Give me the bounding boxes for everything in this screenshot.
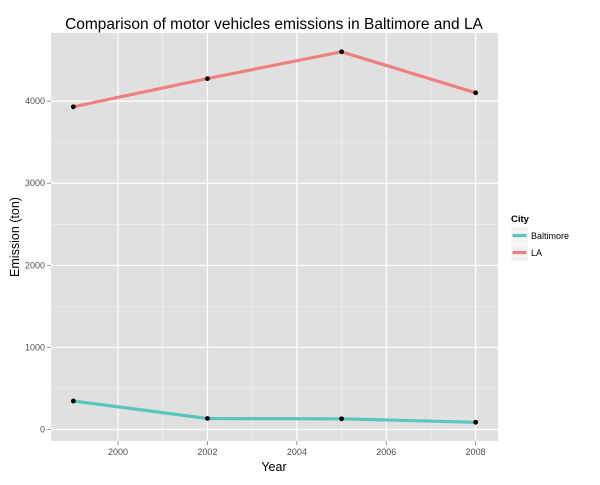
- x-tick-label: 2008: [466, 447, 486, 457]
- y-axis-title: Emission (ton): [8, 197, 22, 277]
- y-tick-label: 2000: [25, 260, 45, 270]
- series-line-baltimore: [73, 399, 476, 424]
- legend-items: Baltimore LA: [510, 226, 569, 262]
- x-tick-label: 2004: [287, 447, 307, 457]
- legend-label-baltimore: Baltimore: [531, 231, 569, 241]
- x-tick-label: 2006: [376, 447, 396, 457]
- data-point-la: [70, 104, 76, 110]
- x-axis-title: Year: [261, 460, 286, 474]
- legend-title: City: [511, 214, 530, 225]
- legend-label-la: LA: [531, 248, 542, 258]
- data-point-baltimore: [339, 416, 344, 422]
- y-tick-label: 1000: [25, 342, 45, 352]
- legend: City Baltimore LA: [510, 214, 569, 262]
- x-tick-label: 2002: [197, 447, 217, 457]
- data-point-baltimore: [473, 419, 479, 425]
- x-tick-label: 2000: [108, 447, 128, 457]
- y-tick-label: 0: [40, 425, 45, 435]
- data-point-la: [339, 49, 344, 55]
- data-point-baltimore: [205, 416, 210, 421]
- chart-title: Comparison of motor vehicles emissions i…: [65, 16, 483, 33]
- y-tick-label: 4000: [25, 96, 45, 106]
- series-line-la: [72, 50, 477, 109]
- data-point-la: [473, 90, 479, 96]
- data-point-la: [205, 76, 210, 82]
- data-points: [70, 49, 479, 425]
- data-point-baltimore: [70, 398, 76, 404]
- axis-ticks: 2000 2002 2004 2006 2008 0 1000 2000 3000 4000: [25, 96, 486, 457]
- series-lines: [72, 50, 477, 424]
- y-tick-label: 3000: [25, 178, 45, 188]
- grid-lines: [51, 33, 498, 441]
